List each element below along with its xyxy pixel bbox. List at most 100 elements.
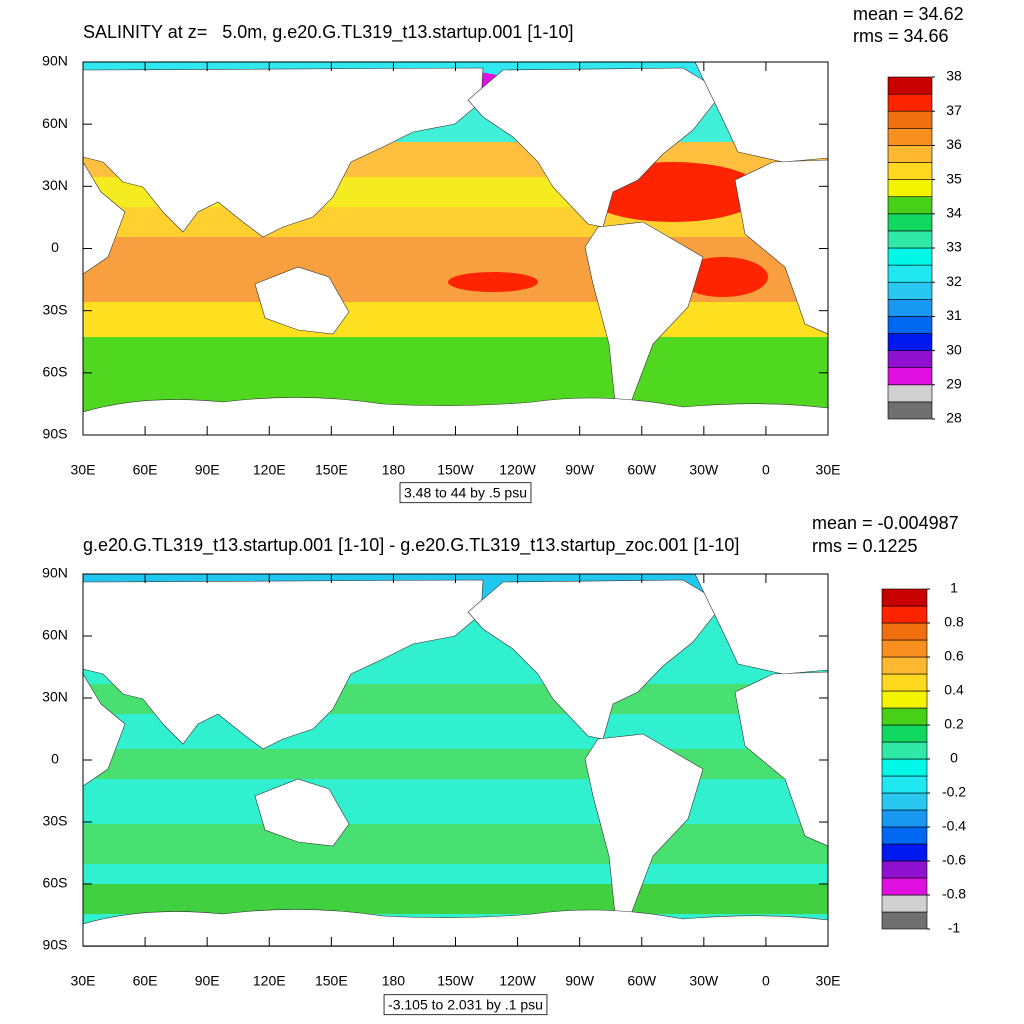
x-tick-label: 150E	[315, 462, 348, 478]
colorbar-box	[887, 93, 933, 112]
x-tick-label: 120W	[499, 462, 536, 478]
colorbar-box	[887, 196, 933, 215]
colorbar-label: 0.4	[944, 682, 964, 698]
x-tick-label: 0	[762, 973, 770, 989]
colorbar-box	[881, 690, 928, 709]
colorbar-box	[881, 877, 928, 896]
y-tick-label: 90S	[43, 937, 68, 953]
colorbar-box	[881, 843, 928, 862]
colorbar-label: 38	[946, 68, 962, 84]
x-tick-label: 60E	[133, 973, 158, 989]
y-tick-label: 90N	[42, 565, 68, 581]
stat-label: rms = 34.66	[853, 26, 949, 46]
x-tick-label: 150W	[437, 973, 474, 989]
y-tick-label: 90N	[42, 53, 68, 69]
colorbar-box	[881, 724, 928, 743]
x-tick-label: 180	[382, 462, 406, 478]
colorbar-label: -1	[948, 920, 961, 936]
y-tick-label: 30S	[43, 813, 68, 829]
colorbar-box	[887, 316, 933, 334]
colorbar-box	[881, 809, 928, 828]
colorbar-label: 28	[946, 410, 962, 426]
colorbar-box	[881, 758, 928, 777]
y-tick-label: 0	[51, 751, 59, 767]
colorbar-box	[881, 588, 928, 607]
y-tick-label: 90S	[43, 426, 68, 442]
colorbar-box	[881, 622, 928, 641]
colorbar-label: -0.4	[942, 818, 966, 834]
y-tick-label: 60N	[42, 115, 68, 131]
colorbar-label: 29	[946, 376, 962, 392]
x-tick-label: 30E	[816, 462, 841, 478]
y-tick-label: 0	[51, 239, 59, 255]
stat-label: rms = 0.1225	[812, 536, 918, 556]
x-tick-label: 90W	[565, 462, 595, 478]
x-tick-label: 30E	[816, 973, 841, 989]
colorbar-box	[881, 639, 928, 658]
y-tick-label: 30N	[42, 177, 68, 193]
x-tick-label: 120E	[253, 973, 286, 989]
colorbar-box	[887, 76, 933, 95]
colorbar-label: 1	[950, 580, 958, 596]
map-field	[83, 574, 828, 947]
x-tick-label: 30W	[689, 973, 719, 989]
colorbar-box	[887, 298, 933, 317]
colorbar-box	[881, 911, 928, 930]
colorbar-box	[887, 128, 933, 146]
colorbar-label: 0.8	[944, 614, 964, 630]
y-tick-label: 30S	[43, 301, 68, 317]
info-label: 3.48 to 44 by .5 psu	[404, 485, 527, 501]
colorbar-label: 31	[946, 307, 962, 323]
colorbar-label: 0.6	[944, 648, 964, 664]
colorbar-box	[881, 775, 928, 794]
stat-label: mean = -0.004987	[812, 513, 959, 533]
x-tick-label: 90E	[195, 973, 220, 989]
colorbar-box	[881, 860, 928, 879]
info-label: -3.105 to 2.031 by .1 psu	[388, 997, 543, 1013]
colorbar-label: 0	[950, 750, 958, 766]
x-tick-label: 90E	[195, 462, 220, 478]
colorbar-label: 37	[946, 102, 962, 118]
x-tick-label: 30E	[71, 462, 96, 478]
colorbar-label: -0.6	[942, 852, 966, 868]
colorbar-label: 34	[946, 205, 962, 221]
x-tick-label: 180	[382, 973, 406, 989]
colorbar-label: -0.2	[942, 784, 966, 800]
colorbar-box	[887, 384, 933, 403]
x-tick-label: 60W	[627, 462, 657, 478]
colorbar-box	[881, 656, 928, 675]
stat-label: mean = 34.62	[853, 4, 964, 24]
x-tick-label: 60E	[133, 462, 158, 478]
x-tick-label: 30E	[71, 973, 96, 989]
chart-title: SALINITY at z= 5.0m, g.e20.G.TL319_t13.s…	[83, 22, 573, 43]
colorbar-box	[887, 213, 933, 232]
colorbar-label: 32	[946, 273, 962, 289]
colorbar-label: 30	[946, 341, 962, 357]
x-tick-label: 120E	[253, 462, 286, 478]
colorbar-box	[887, 162, 933, 180]
x-tick-label: 150E	[315, 973, 348, 989]
y-tick-label: 60S	[43, 364, 68, 380]
colorbar-box	[887, 145, 933, 163]
x-tick-label: 60W	[627, 973, 657, 989]
info-box	[383, 994, 548, 1016]
colorbar-label: 36	[946, 136, 962, 152]
x-tick-label: 120W	[499, 973, 536, 989]
map-field	[83, 62, 828, 435]
chart-title: g.e20.G.TL319_t13.startup.001 [1-10] - g…	[83, 535, 739, 556]
y-tick-label: 60S	[43, 875, 68, 891]
colorbar-label: 33	[946, 239, 962, 255]
colorbar-box	[881, 741, 928, 760]
colorbar-box	[887, 247, 933, 266]
colorbar-box	[887, 230, 933, 249]
colorbar-box	[887, 264, 933, 283]
x-tick-label: 30W	[689, 462, 719, 478]
y-tick-label: 30N	[42, 689, 68, 705]
colorbar-box	[881, 894, 928, 913]
colorbar-box	[887, 401, 933, 420]
colorbar-box	[887, 179, 933, 198]
colorbar-box	[887, 110, 933, 129]
colorbar-box	[881, 707, 928, 726]
